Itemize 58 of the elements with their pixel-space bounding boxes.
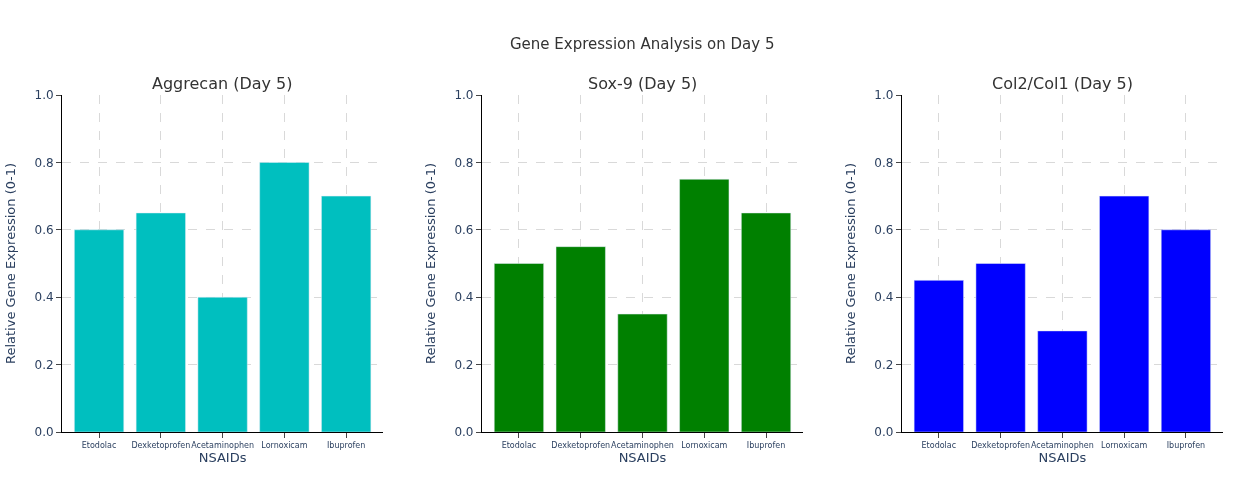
y-tick-label: 0.2 xyxy=(34,357,54,372)
bar xyxy=(74,229,125,432)
x-tick-label: Lornoxicam xyxy=(1101,440,1148,450)
bar xyxy=(1099,195,1150,432)
y-tick-label: 0.6 xyxy=(454,223,474,237)
x-tick-label: Dexketoprofen xyxy=(131,440,191,450)
x-tick-label: Ibuprofen xyxy=(746,440,786,450)
bar xyxy=(135,212,186,432)
bar xyxy=(321,195,372,432)
y-tick-label: 0.2 xyxy=(874,357,894,372)
x-axis-title: NSAIDs xyxy=(198,449,247,465)
x-tick-label: Lornoxicam xyxy=(681,440,728,450)
x-tick-label: Etodolac xyxy=(501,440,537,450)
y-tick-label: 0.8 xyxy=(454,155,474,170)
x-tick-label: Etodolac xyxy=(81,440,117,450)
x-tick-label: Acetaminophen xyxy=(611,440,674,450)
y-tick-label: 1.0 xyxy=(874,88,894,103)
chart-title: Sox-9 (Day 5) xyxy=(588,74,698,93)
chart-title: Aggrecan (Day 5) xyxy=(152,74,293,93)
y-tick-label: 0.8 xyxy=(34,155,54,170)
y-tick-label: 0.4 xyxy=(34,290,54,305)
bar xyxy=(197,296,248,432)
y-tick-label: 0.8 xyxy=(874,155,894,170)
bar xyxy=(259,162,310,432)
x-tick-label: Etodolac xyxy=(921,440,957,450)
bar xyxy=(679,179,730,432)
y-tick-label: 0.0 xyxy=(874,425,894,440)
x-axis-title: NSAIDs xyxy=(618,449,667,465)
x-tick-label: Acetaminophen xyxy=(1030,440,1094,450)
x-tick-label: Acetaminophen xyxy=(191,440,255,450)
bar xyxy=(555,246,606,432)
text: Gene Expression Analysis on Day 5 xyxy=(510,35,775,53)
y-tick-label: 0.0 xyxy=(454,425,474,440)
y-axis-title: Relative Gene Expression (0-1) xyxy=(3,162,19,365)
bar xyxy=(741,212,791,432)
x-tick-label: Lornoxicam xyxy=(261,440,308,450)
y-tick-label: 0.4 xyxy=(454,290,474,305)
x-tick-label: Ibuprofen xyxy=(1166,440,1206,450)
y-tick-label: 0.6 xyxy=(874,223,894,237)
bar xyxy=(493,263,544,432)
y-tick-label: 0.0 xyxy=(34,425,54,440)
x-tick-label: Ibuprofen xyxy=(326,440,366,450)
x-tick-label: Dexketoprofen xyxy=(971,440,1031,450)
x-axis-title: NSAIDs xyxy=(1038,449,1087,465)
y-tick-label: 1.0 xyxy=(454,88,474,103)
y-tick-label: 0.2 xyxy=(454,357,474,372)
bar xyxy=(975,263,1026,432)
y-tick-label: 1.0 xyxy=(34,88,54,103)
bar xyxy=(1160,229,1211,432)
bar xyxy=(1037,330,1088,432)
x-tick-label: Dexketoprofen xyxy=(551,440,611,450)
bar xyxy=(617,313,668,432)
bar xyxy=(913,280,964,432)
chart-title: Col2/Col1 (Day 5) xyxy=(992,74,1133,93)
y-axis-title: Relative Gene Expression (0-1) xyxy=(843,162,859,365)
y-tick-label: 0.4 xyxy=(874,290,894,305)
y-tick-label: 0.6 xyxy=(34,223,54,237)
y-axis-title: Relative Gene Expression (0-1) xyxy=(423,162,439,365)
